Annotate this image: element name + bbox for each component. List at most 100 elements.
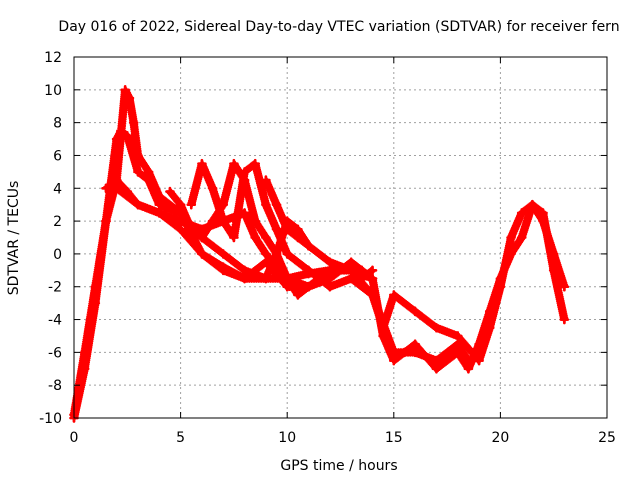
data-point bbox=[250, 232, 261, 243]
data-point bbox=[154, 199, 165, 210]
data-point bbox=[378, 331, 388, 341]
data-point bbox=[261, 257, 271, 267]
y-tick-labels: -10 -8 -6 -4 -2 0 2 4 6 8 10 12 bbox=[39, 50, 62, 427]
data-point bbox=[431, 363, 442, 374]
data-point bbox=[175, 224, 186, 235]
x-tick-labels: 0 5 10 15 20 25 bbox=[70, 430, 616, 446]
data-point bbox=[367, 273, 378, 284]
data-point bbox=[133, 199, 143, 210]
y-tick-label: -2 bbox=[48, 280, 62, 296]
data-point bbox=[474, 339, 484, 349]
data-point bbox=[516, 208, 527, 218]
data-point bbox=[484, 306, 495, 317]
y-tick-label: -10 bbox=[39, 411, 62, 427]
data-point bbox=[527, 199, 538, 210]
x-axis-label: GPS time / hours bbox=[280, 458, 397, 474]
data-point bbox=[261, 232, 271, 243]
data-point bbox=[367, 265, 378, 276]
data-point bbox=[207, 216, 218, 226]
data-point bbox=[346, 273, 356, 284]
y-tick-label: 0 bbox=[53, 247, 62, 263]
data-point bbox=[293, 224, 303, 235]
data-point bbox=[282, 224, 292, 235]
data-point bbox=[261, 199, 271, 210]
y-tick-label: 12 bbox=[44, 50, 62, 66]
data-point bbox=[239, 167, 250, 177]
data-point bbox=[389, 290, 399, 300]
data-point bbox=[165, 186, 175, 197]
data-point bbox=[124, 93, 135, 103]
data-point bbox=[128, 117, 139, 128]
x-tick-label: 25 bbox=[598, 430, 616, 446]
data-point bbox=[111, 183, 122, 194]
data-point bbox=[303, 240, 314, 251]
data-point bbox=[197, 249, 207, 259]
data-point bbox=[452, 331, 463, 341]
data-point bbox=[293, 232, 303, 243]
data-point bbox=[389, 355, 399, 366]
data-point bbox=[431, 355, 442, 366]
data-point bbox=[186, 224, 197, 235]
data-point bbox=[271, 199, 282, 210]
x-tick-label: 5 bbox=[176, 430, 185, 446]
data-point bbox=[399, 347, 410, 358]
data-point bbox=[506, 249, 516, 259]
data-point bbox=[218, 216, 229, 226]
data-point bbox=[346, 265, 356, 276]
y-tick-label: -6 bbox=[48, 345, 62, 361]
series-track-7 bbox=[261, 175, 570, 374]
data-point bbox=[452, 347, 463, 358]
data-point bbox=[133, 150, 143, 161]
data-point bbox=[346, 257, 356, 267]
data-point bbox=[271, 249, 282, 259]
data-point bbox=[506, 232, 516, 243]
data-point bbox=[154, 191, 165, 202]
data-point bbox=[271, 224, 282, 235]
data-point bbox=[250, 216, 261, 226]
data-point bbox=[431, 322, 442, 333]
data-point bbox=[548, 265, 559, 276]
data-point bbox=[303, 281, 314, 292]
y-tick-label: 2 bbox=[53, 214, 62, 230]
data-point bbox=[111, 175, 122, 185]
data-point bbox=[154, 208, 165, 218]
chart-title: Day 016 of 2022, Sidereal Day-to-day VTE… bbox=[58, 19, 619, 35]
data-point bbox=[410, 306, 420, 317]
data-point bbox=[463, 363, 474, 374]
data-point bbox=[218, 262, 229, 272]
data-point bbox=[101, 183, 111, 194]
data-point bbox=[325, 273, 335, 284]
data-point bbox=[197, 232, 207, 243]
data-point bbox=[261, 175, 271, 185]
data-point bbox=[325, 281, 335, 292]
y-tick-label: 10 bbox=[44, 83, 62, 99]
data-point bbox=[197, 158, 207, 169]
data-point bbox=[175, 199, 186, 210]
data-point bbox=[495, 273, 506, 284]
y-tick-label: -4 bbox=[48, 313, 62, 329]
data-point bbox=[293, 290, 303, 300]
plot-frame bbox=[73, 56, 608, 419]
data-point bbox=[452, 339, 463, 349]
series-group bbox=[69, 85, 570, 423]
data-point bbox=[79, 363, 90, 374]
data-point bbox=[239, 265, 250, 276]
y-tick-label: 6 bbox=[53, 148, 62, 164]
data-point bbox=[122, 130, 133, 141]
y-tick-label: 8 bbox=[53, 116, 62, 132]
x-tick-label: 20 bbox=[491, 430, 509, 446]
data-point bbox=[250, 158, 261, 169]
data-point bbox=[410, 339, 420, 349]
data-point bbox=[239, 208, 250, 218]
data-point bbox=[229, 158, 239, 169]
data-point bbox=[325, 265, 335, 276]
data-point bbox=[538, 208, 548, 218]
x-tick-label: 15 bbox=[385, 430, 403, 446]
data-point bbox=[516, 232, 527, 243]
data-point bbox=[325, 257, 335, 267]
data-point bbox=[207, 183, 218, 194]
data-point bbox=[186, 199, 197, 210]
data-point bbox=[282, 249, 292, 259]
x-tick-label: 10 bbox=[278, 430, 296, 446]
data-point bbox=[559, 314, 570, 325]
